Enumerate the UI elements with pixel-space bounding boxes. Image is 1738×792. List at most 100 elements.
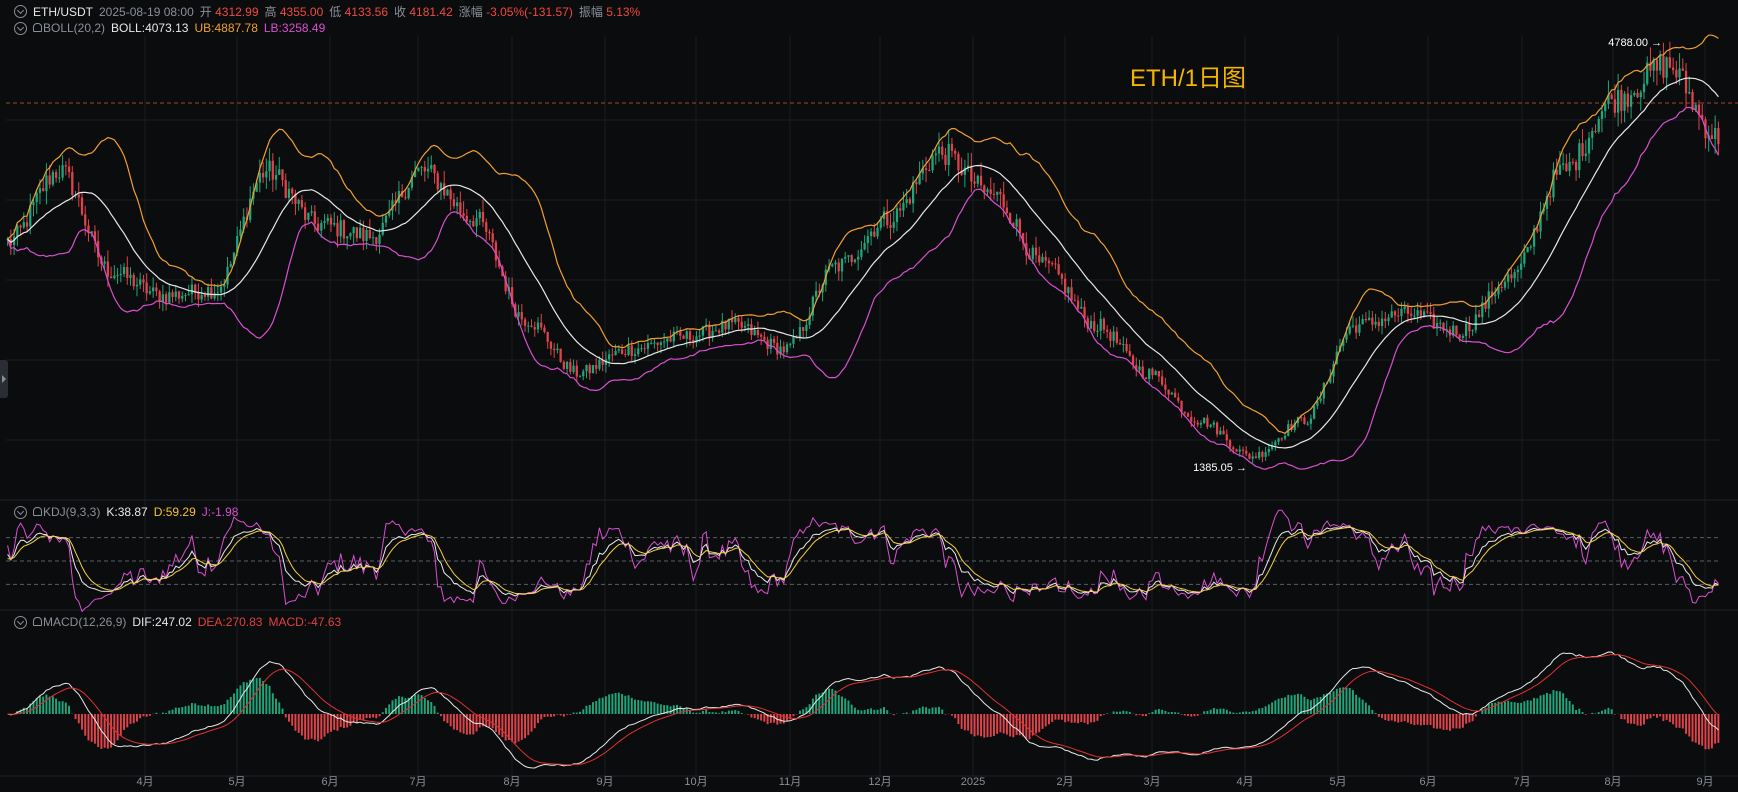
- candle-body: [1270, 445, 1274, 450]
- candle-body: [999, 191, 1002, 195]
- candle-body: [239, 229, 242, 237]
- candle-body: [578, 376, 582, 378]
- boll-alert-bell-icon[interactable]: [33, 23, 42, 32]
- kdj-k-line: [7, 525, 1719, 597]
- candle-body: [653, 342, 656, 344]
- candle-body: [523, 319, 527, 326]
- max-price-annotation: 4788.00 →: [1608, 37, 1662, 49]
- candle-body: [1710, 135, 1714, 140]
- candle-body: [536, 322, 540, 330]
- candle-body: [1477, 314, 1481, 318]
- candle-body: [957, 153, 960, 171]
- candle-body: [763, 336, 766, 340]
- candle-body: [126, 267, 129, 278]
- min-price-annotation: 1385.05 →: [1193, 462, 1247, 474]
- candle-body: [1393, 311, 1397, 316]
- candle-body: [61, 165, 64, 178]
- amplitude-value: 5.13%: [606, 5, 641, 19]
- candle-body: [268, 160, 271, 172]
- candle-body: [158, 291, 161, 303]
- candle-body: [1358, 324, 1361, 333]
- kdj-j-label: J:: [201, 505, 212, 519]
- candle-body: [1277, 438, 1280, 442]
- candle-body: [1254, 456, 1258, 459]
- macd-collapse-chevron-icon[interactable]: [14, 615, 27, 629]
- candle-body: [346, 236, 349, 239]
- candle-body: [407, 187, 410, 199]
- candle-body: [1384, 318, 1387, 322]
- candle-body: [1261, 451, 1264, 457]
- kdj-collapse-chevron-icon[interactable]: [14, 505, 27, 519]
- candle-body: [772, 338, 776, 343]
- candle-body: [711, 330, 714, 338]
- candle-body: [1228, 440, 1232, 448]
- candle-body: [439, 183, 443, 190]
- candle-body: [769, 338, 772, 349]
- candle-body: [679, 331, 682, 336]
- candle-body: [1717, 127, 1720, 145]
- candle-body: [1319, 398, 1322, 401]
- candle-body: [16, 225, 19, 237]
- candle-body: [80, 197, 84, 215]
- candle-body: [937, 146, 941, 154]
- candle-body: [203, 295, 207, 297]
- candle-body: [148, 291, 152, 294]
- candle-body: [1245, 450, 1248, 454]
- candle-body: [1681, 68, 1684, 71]
- candle-body: [1684, 70, 1688, 94]
- candle-body: [818, 290, 821, 293]
- candle-body: [1419, 310, 1422, 316]
- candle-body: [601, 359, 604, 365]
- candle-body: [921, 168, 924, 174]
- collapse-chevron-icon[interactable]: [14, 5, 27, 18]
- boll-mid-value: 4073.13: [145, 21, 189, 35]
- candle-body: [1154, 371, 1157, 376]
- boll-collapse-chevron-icon[interactable]: [14, 21, 27, 35]
- candle-body: [1102, 318, 1106, 330]
- candle-body: [759, 334, 763, 337]
- kdj-j-line: [7, 509, 1719, 613]
- candle-body: [54, 172, 58, 178]
- candle-body: [1484, 302, 1487, 309]
- low-label: 低: [329, 5, 342, 19]
- x-axis-tick-label: 12月: [868, 776, 891, 788]
- candle-body: [976, 175, 979, 184]
- candle-body: [1148, 368, 1151, 380]
- candle-body: [226, 266, 229, 285]
- candle-body: [1435, 322, 1439, 329]
- boll-mid-line: [7, 77, 1719, 449]
- candle-body: [549, 341, 553, 349]
- candle-body: [323, 221, 326, 224]
- candle-body: [155, 287, 158, 292]
- candle-body: [375, 237, 378, 244]
- candle-body: [1458, 334, 1461, 338]
- macd-alert-bell-icon[interactable]: [33, 617, 42, 626]
- candle-body: [931, 155, 934, 171]
- macd-dea-value: 270.83: [225, 615, 263, 629]
- panel-expand-handle[interactable]: [0, 360, 8, 398]
- candle-body: [1238, 449, 1241, 452]
- candle-body: [25, 222, 29, 227]
- candle-body: [1574, 162, 1578, 171]
- candle-body: [1429, 312, 1432, 314]
- candle-body: [1510, 274, 1513, 279]
- candle-body: [206, 287, 210, 297]
- x-axis-tick-label: 8月: [1604, 776, 1621, 788]
- candle-body: [417, 167, 420, 171]
- candle-body: [1209, 424, 1212, 427]
- candle-body: [517, 312, 520, 317]
- candle-body: [1115, 331, 1118, 343]
- candle-body: [782, 346, 785, 353]
- candle-body: [333, 223, 336, 225]
- candle-body: [734, 317, 737, 323]
- candle-body: [365, 229, 368, 241]
- candle-body: [1701, 114, 1704, 120]
- candle-body: [598, 359, 601, 369]
- candle-body: [1448, 329, 1452, 336]
- candle-body: [1481, 302, 1484, 318]
- kdj-alert-bell-icon[interactable]: [33, 507, 42, 516]
- candle-body: [1222, 430, 1225, 435]
- candle-body: [381, 222, 384, 235]
- candle-body: [627, 345, 630, 355]
- candle-body: [582, 371, 585, 377]
